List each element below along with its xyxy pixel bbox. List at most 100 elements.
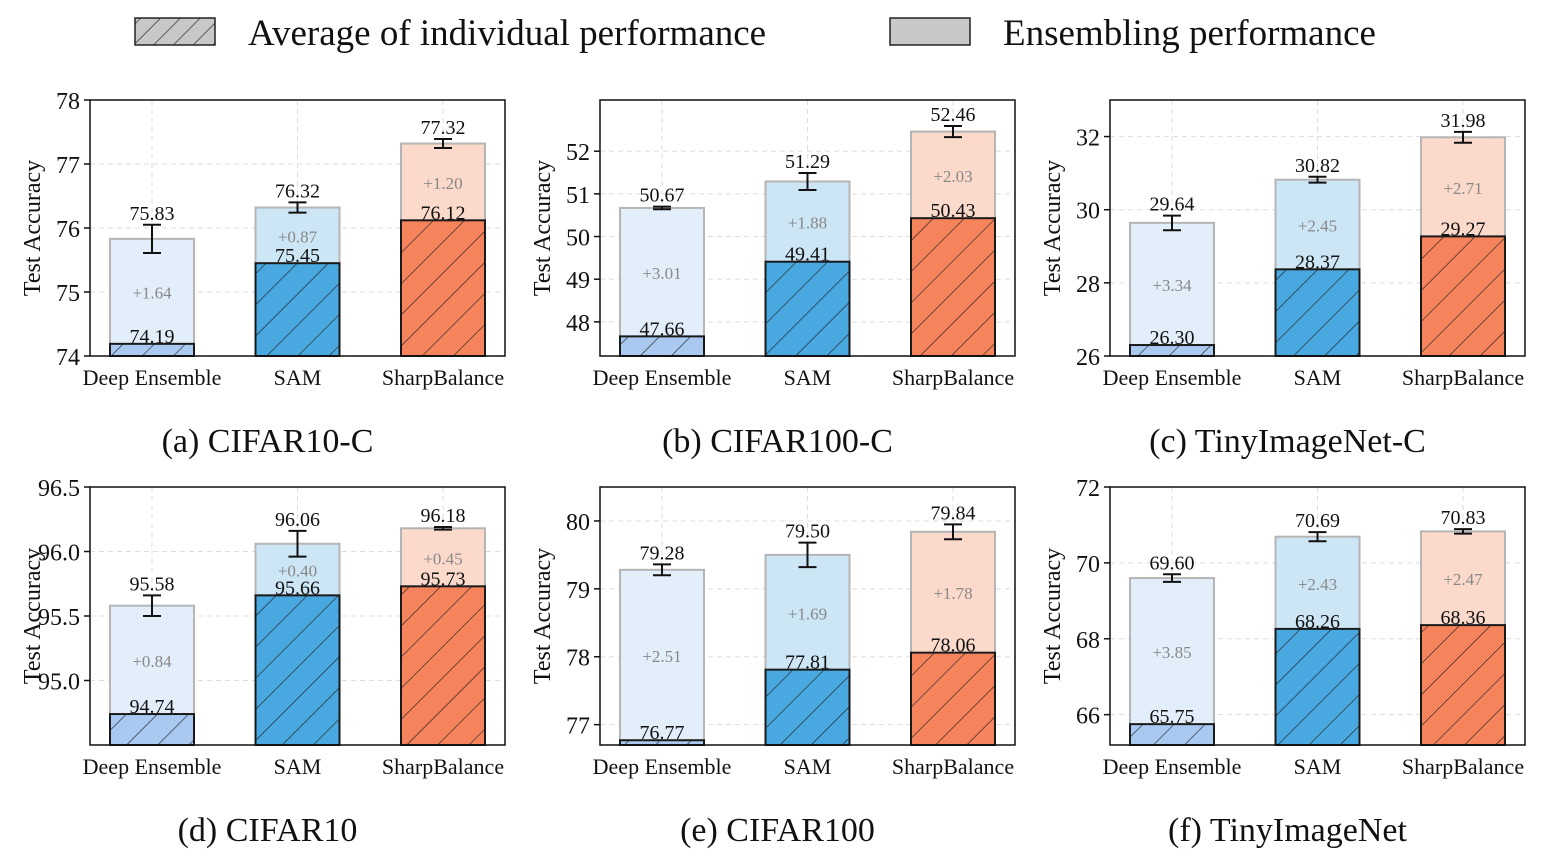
y-tick-label: 80	[566, 510, 590, 536]
ensemble-value-label: 70.69	[1295, 510, 1340, 532]
y-tick-label: 50	[566, 226, 590, 252]
panel-caption: (d) CIFAR10	[178, 812, 358, 849]
y-tick-label: 32	[1076, 126, 1100, 152]
ensemble-value-label: 69.60	[1150, 552, 1195, 574]
x-tick-label: SAM	[784, 365, 832, 390]
y-axis-label: Test Accuracy	[530, 160, 556, 296]
gain-label: +1.88	[788, 214, 827, 233]
gain-label: +2.03	[933, 167, 972, 186]
x-tick-label: SharpBalance	[382, 754, 504, 779]
x-tick-label: Deep Ensemble	[83, 754, 222, 779]
individual-bar-hatch-deep-ensemble	[620, 740, 704, 745]
y-tick-label: 49	[566, 268, 590, 294]
y-tick-label: 79	[566, 578, 590, 604]
individual-value-label: 75.45	[275, 245, 320, 267]
y-tick-label: 66	[1076, 704, 1100, 730]
y-tick-label: 77	[566, 714, 590, 740]
individual-bar-hatch-sharpbalance	[911, 652, 995, 745]
x-tick-label: SAM	[274, 754, 322, 779]
y-tick-label: 78	[566, 646, 590, 672]
individual-value-label: 68.36	[1441, 607, 1486, 629]
individual-bar-hatch-deep-ensemble	[110, 714, 194, 745]
x-tick-label: SharpBalance	[892, 754, 1014, 779]
ensemble-value-label: 79.28	[640, 542, 685, 564]
gain-label: +1.64	[132, 283, 172, 302]
individual-value-label: 29.27	[1441, 218, 1486, 240]
axes-frame	[599, 486, 1016, 746]
ensemble-value-label: 79.50	[785, 521, 830, 543]
x-tick-label: Deep Ensemble	[83, 365, 222, 390]
y-tick-label: 30	[1076, 199, 1100, 225]
individual-bar-hatch-sam	[1275, 269, 1360, 356]
individual-bar-hatch-sharpbalance	[401, 586, 485, 745]
individual-bar-hatch-deep-ensemble	[1130, 724, 1214, 745]
individual-value-label: 26.30	[1150, 327, 1195, 349]
ensemble-value-label: 51.29	[785, 151, 830, 173]
y-tick-label: 77	[56, 153, 80, 179]
x-tick-label: Deep Ensemble	[593, 754, 732, 779]
x-tick-label: SharpBalance	[382, 365, 504, 390]
ensemble-bar-deep-ensemble	[1129, 577, 1215, 747]
ensemble-value-label: 29.64	[1150, 194, 1195, 216]
ensemble-value-label: 79.84	[931, 502, 976, 524]
x-tick-label: SAM	[1294, 754, 1342, 779]
y-axis-label: Test Accuracy	[20, 548, 46, 684]
individual-bar-hatch-sharpbalance	[401, 220, 485, 356]
y-tick-label: 95.5	[38, 605, 80, 631]
x-tick-label: SAM	[784, 754, 832, 779]
individual-value-label: 95.73	[421, 568, 466, 590]
panel-caption: (e) CIFAR100	[680, 812, 875, 849]
panel-caption: (c) TinyImageNet-C	[1149, 423, 1426, 460]
legend-item-ensemble: Ensembling performance	[889, 13, 1376, 54]
y-tick-label: 78	[56, 89, 80, 115]
individual-bar-hatch-sam	[765, 669, 850, 745]
legend: Average of individual performance Ensemb…	[134, 13, 1376, 54]
gain-label: +2.71	[1443, 179, 1482, 198]
individual-bar-hatch-sam	[765, 261, 850, 356]
axes-frame	[1109, 486, 1526, 746]
individual-value-label: 74.19	[130, 326, 175, 348]
y-tick-label: 48	[566, 311, 590, 337]
x-tick-label: SAM	[274, 365, 322, 390]
individual-value-label: 95.66	[275, 577, 320, 599]
gain-label: +3.01	[642, 264, 681, 283]
ensemble-value-label: 96.18	[421, 505, 466, 527]
y-tick-label: 51	[566, 183, 590, 209]
x-tick-label: SAM	[1294, 365, 1342, 390]
x-tick-label: SharpBalance	[1402, 754, 1524, 779]
chart-panel: 79.28 76.77 +2.51 Deep Ensemble 79.50 77.81 +1…	[530, 486, 1016, 849]
x-tick-label: Deep Ensemble	[1103, 365, 1242, 390]
individual-bar-hatch-deep-ensemble	[620, 336, 704, 356]
y-tick-label: 70	[1076, 552, 1100, 578]
individual-value-label: 65.75	[1150, 706, 1195, 728]
individual-value-label: 78.06	[931, 635, 976, 657]
gain-label: +1.20	[423, 174, 462, 193]
ensemble-value-label: 70.83	[1441, 507, 1486, 529]
individual-value-label: 76.12	[421, 202, 466, 224]
panel-caption: (b) CIFAR100-C	[662, 423, 893, 460]
ensemble-value-label: 52.46	[931, 104, 976, 126]
y-tick-label: 68	[1076, 628, 1100, 654]
ensemble-value-label: 50.67	[640, 185, 685, 207]
y-tick-label: 95.0	[38, 670, 80, 696]
x-tick-label: Deep Ensemble	[1103, 754, 1242, 779]
ensemble-value-label: 96.06	[275, 509, 320, 531]
gain-label: +2.47	[1443, 570, 1483, 589]
ensemble-value-label: 77.32	[421, 117, 466, 139]
chart-panel: 69.60 65.75 +3.85 Deep Ensemble 70.69 68.26 +2…	[1040, 476, 1526, 849]
legend-label-ensemble: Ensembling performance	[1003, 13, 1376, 54]
individual-value-label: 50.43	[931, 200, 976, 222]
y-axis-label: Test Accuracy	[530, 548, 556, 684]
ensemble-value-label: 75.83	[130, 203, 175, 225]
axes-frame	[599, 99, 1016, 357]
gain-label: +3.85	[1152, 643, 1191, 662]
y-tick-label: 96.0	[38, 541, 80, 567]
ensemble-value-label: 76.32	[275, 180, 320, 202]
individual-value-label: 68.26	[1295, 611, 1340, 633]
individual-bar-hatch-sam	[255, 263, 340, 356]
chart-panel: 75.83 74.19 +1.64 Deep Ensemble 76.32 75.45+0…	[20, 89, 506, 460]
ensemble-value-label: 30.82	[1295, 155, 1340, 177]
individual-value-label: 47.66	[640, 318, 685, 340]
